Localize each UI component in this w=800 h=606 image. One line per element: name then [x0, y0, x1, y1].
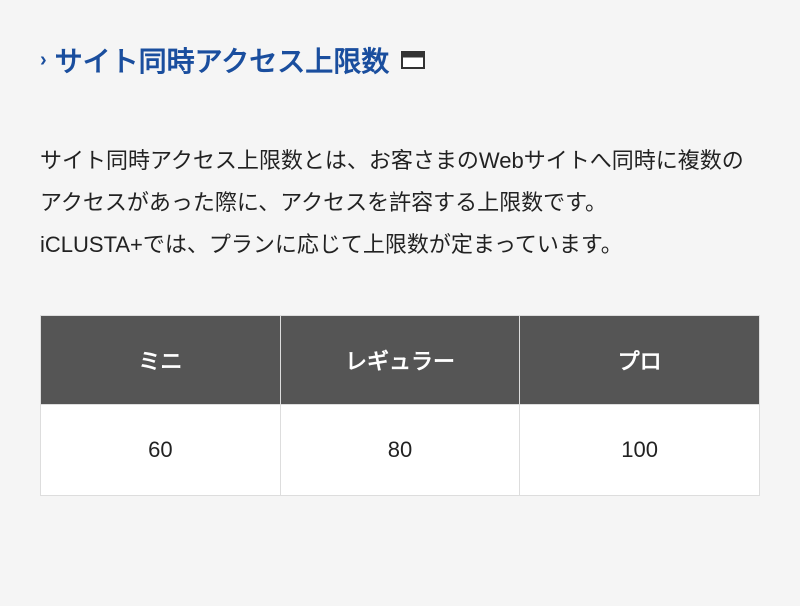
window-icon [401, 51, 425, 69]
description-line2: iCLUSTA+では、プランに応じて上限数が定まっています。 [40, 232, 623, 257]
section-heading: › サイト同時アクセス上限数 [40, 40, 760, 80]
table-header-mini: ミニ [41, 316, 281, 405]
table-cell-regular: 80 [280, 405, 520, 496]
table-row: 60 80 100 [41, 405, 760, 496]
table-header-row: ミニ レギュラー プロ [41, 316, 760, 405]
table-header-regular: レギュラー [280, 316, 520, 405]
description-line1: サイト同時アクセス上限数とは、お客さまのWebサイトへ同時に複数のアクセスがあっ… [40, 148, 744, 215]
description-text: サイト同時アクセス上限数とは、お客さまのWebサイトへ同時に複数のアクセスがあっ… [40, 140, 760, 265]
table-cell-mini: 60 [41, 405, 281, 496]
plan-table: ミニ レギュラー プロ 60 80 100 [40, 315, 760, 496]
table-cell-pro: 100 [520, 405, 760, 496]
heading-text: サイト同時アクセス上限数 [55, 40, 390, 80]
chevron-right-icon: › [40, 49, 47, 72]
table-header-pro: プロ [520, 316, 760, 405]
